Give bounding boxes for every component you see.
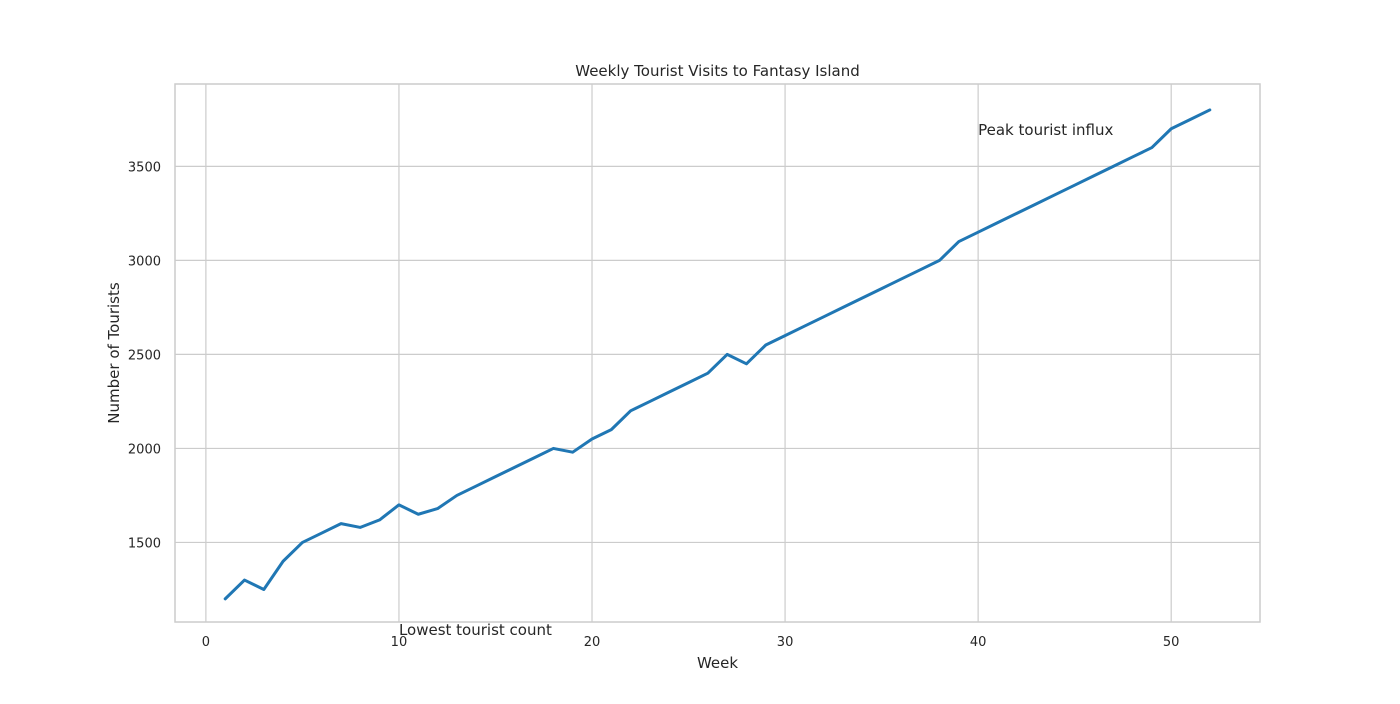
y-tick-label: 1500 [128,536,161,551]
chart-title: Weekly Tourist Visits to Fantasy Island [575,62,860,80]
annotation-label: Peak tourist influx [978,121,1113,139]
grid [175,84,1260,622]
y-tick-label: 2500 [128,348,161,363]
x-tick-label: 20 [584,635,601,650]
x-tick-label: 30 [777,635,794,650]
x-tick-label: 40 [970,635,987,650]
series-line [223,108,1212,601]
annotations: Peak tourist influx Lowest tourist count [399,121,1114,639]
annotation-label: Lowest tourist count [399,621,552,639]
x-tick-label: 0 [202,635,210,650]
series-layer [223,108,1212,601]
tick-labels: 0 10 20 30 40 50 1500 2000 2500 3000 3500 [128,160,1180,650]
y-tick-label: 3500 [128,160,161,175]
x-tick-label: 10 [391,635,408,650]
y-tick-label: 2000 [128,442,161,457]
x-axis-label: Week [697,654,738,672]
plot-frame [174,83,1261,623]
x-tick-label: 50 [1163,635,1180,650]
y-tick-label: 3000 [128,254,161,269]
y-axis-label: Number of Tourists [105,282,123,424]
